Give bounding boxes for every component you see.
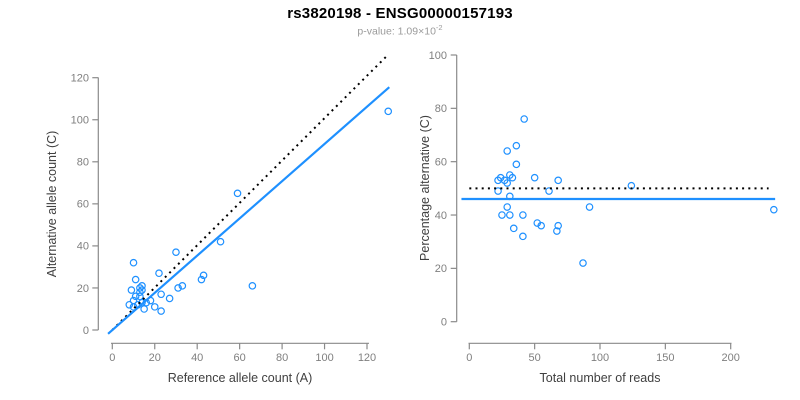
data-point	[125, 300, 134, 309]
x-tick-label: 50	[529, 352, 541, 364]
fit-line	[107, 86, 391, 335]
data-point	[585, 203, 594, 211]
plot-title: rs3820198 - ENSG00000157193	[287, 5, 513, 22]
p-value-exponent: -2	[435, 23, 443, 32]
data-point	[508, 173, 517, 182]
data-point	[136, 284, 144, 292]
data-point	[554, 176, 562, 185]
data-point	[579, 259, 587, 267]
y-tick-label: 80	[77, 157, 89, 169]
data-point	[494, 187, 502, 195]
y-tick-label: 60	[77, 199, 89, 211]
y-axis-title: Alternative allele count (C)	[45, 131, 59, 278]
x-tick-label: 0	[466, 352, 472, 364]
data-point	[770, 205, 778, 214]
data-point	[503, 147, 512, 155]
data-point	[136, 292, 144, 301]
y-tick-label: 40	[435, 210, 447, 222]
x-tick-label: 150	[656, 352, 674, 364]
data-point	[140, 305, 148, 313]
data-point	[131, 275, 140, 284]
y-tick-label: 100	[429, 50, 447, 62]
data-point	[503, 179, 512, 187]
data-point	[509, 224, 518, 233]
data-point	[553, 227, 561, 235]
x-tick-label: 0	[109, 352, 115, 364]
data-point	[174, 284, 182, 292]
x-tick-label: 80	[276, 352, 288, 364]
x-tick-label: 100	[315, 352, 333, 364]
y-tick-label: 120	[71, 73, 89, 85]
data-point	[127, 286, 136, 294]
data-point	[178, 282, 187, 290]
y-tick-label: 40	[77, 241, 89, 253]
data-point	[519, 211, 527, 219]
x-tick-label: 200	[722, 352, 740, 364]
data-point	[155, 269, 163, 278]
data-point	[157, 307, 165, 315]
y-tick-label: 0	[83, 325, 89, 337]
data-point	[554, 221, 562, 230]
data-point	[498, 211, 506, 219]
p-value-label: p-value:	[357, 25, 398, 38]
data-point	[131, 292, 140, 301]
y-tick-label: 0	[441, 317, 447, 329]
data-point	[199, 271, 208, 280]
data-point	[165, 294, 174, 303]
y-tick-label: 60	[435, 156, 447, 168]
x-tick-label: 100	[591, 352, 609, 364]
scatter-plot-percentage-reads: 0 20 40 60 80 100 0 50 100 150 200 Total number of …	[420, 50, 778, 385]
y-tick-label: 80	[435, 103, 447, 115]
y-tick-label: 100	[71, 115, 89, 127]
y-tick-label: 20	[435, 263, 447, 275]
data-point	[520, 115, 528, 123]
y-tick-label: 20	[77, 283, 89, 295]
p-value-base: 1.09×10	[397, 25, 436, 38]
scatter-plot-allele-counts: 0 20 40 60 80 100 120 0 20 40 60 80 100 120 Reference …	[45, 53, 393, 385]
x-axis-title: Reference allele count (A)	[168, 371, 313, 385]
y-axis-title: Percentage alternative (C)	[420, 115, 432, 261]
data-point	[136, 288, 144, 296]
x-tick-label: 120	[358, 352, 376, 364]
data-point	[506, 211, 514, 219]
data-point	[512, 160, 521, 169]
data-point	[172, 248, 180, 257]
data-point	[129, 258, 138, 267]
data-point	[216, 237, 225, 246]
data-point	[150, 303, 159, 311]
x-tick-label: 20	[149, 352, 161, 364]
data-point	[157, 290, 165, 299]
data-point	[545, 187, 553, 195]
data-point	[519, 232, 527, 241]
x-tick-label: 40	[191, 352, 203, 364]
x-tick-label: 60	[234, 352, 246, 364]
data-point	[384, 107, 393, 116]
data-point	[248, 282, 257, 290]
data-point	[537, 221, 545, 230]
data-point	[233, 189, 242, 198]
data-point	[530, 173, 539, 182]
plot-subtitle: p-value: 1.09×10-2	[0, 23, 800, 38]
data-point	[503, 203, 512, 211]
x-axis-title: Total number of reads	[540, 371, 661, 385]
data-point	[512, 141, 521, 150]
data-point	[197, 275, 206, 284]
